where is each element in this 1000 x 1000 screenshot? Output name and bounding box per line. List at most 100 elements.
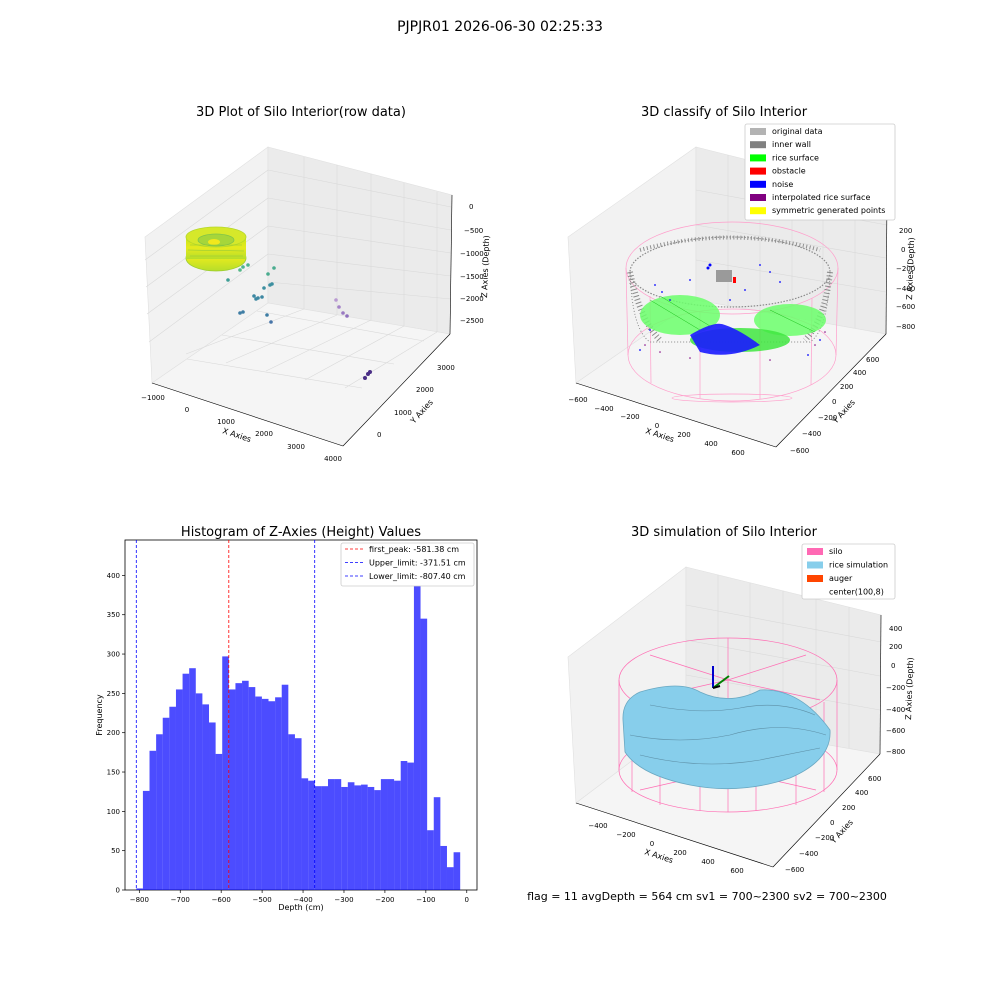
svg-text:0: 0 xyxy=(469,203,473,211)
histogram-bar xyxy=(189,668,196,890)
simulation-legend-label: rice simulation xyxy=(829,561,888,570)
svg-text:200: 200 xyxy=(840,383,853,391)
simulation-z-ticks: 400 200 0 −200 −400 −600 −800 xyxy=(886,625,905,756)
histogram-bar xyxy=(407,762,414,890)
svg-text:−400: −400 xyxy=(802,430,821,438)
classify-xlabel: X Axies xyxy=(644,426,675,444)
svg-text:1000: 1000 xyxy=(394,409,412,417)
svg-text:−800: −800 xyxy=(896,323,915,331)
svg-text:−600: −600 xyxy=(568,396,587,404)
svg-text:200: 200 xyxy=(899,227,912,235)
histogram-bar xyxy=(255,696,262,890)
histogram-x-tick-label: −200 xyxy=(375,896,394,904)
histogram-x-tick-label: −800 xyxy=(130,896,149,904)
classify-silo-wire xyxy=(625,221,839,403)
svg-text:4000: 4000 xyxy=(324,455,342,463)
histogram-y-tick-label: 250 xyxy=(107,690,120,698)
raw-ylabel: Y Axies xyxy=(408,398,435,426)
simulation-legend-label: auger xyxy=(829,574,853,583)
histogram-bar xyxy=(248,687,256,890)
simulation-zlabel: Z Axies (Depth) xyxy=(904,657,915,720)
histogram-bar xyxy=(202,704,210,890)
svg-text:−600: −600 xyxy=(790,447,809,455)
histogram-y-tick-label: 350 xyxy=(107,611,120,619)
raw-scatter-points xyxy=(226,263,372,380)
classify-legend-swatch xyxy=(750,180,766,188)
histogram-x-ticks: −800 −700 −600 −500 −400 −300 −200 −100 0 xyxy=(130,890,469,904)
svg-text:2000: 2000 xyxy=(255,430,273,438)
histogram-bar xyxy=(321,786,328,890)
histogram-bar xyxy=(420,618,428,890)
histogram-y-tick-label: 0 xyxy=(116,887,120,895)
simulation-x-ticks: −400 −200 0 200 400 600 xyxy=(588,822,743,875)
svg-text:600: 600 xyxy=(731,449,744,457)
svg-text:−400: −400 xyxy=(588,822,607,830)
raw-zlabel: Z Axies (Depth) xyxy=(480,235,491,298)
histogram-x-tick-label: −300 xyxy=(334,896,353,904)
histogram-bar xyxy=(142,790,150,890)
svg-text:−800: −800 xyxy=(886,748,905,756)
classify-z-ticks: 200 0 −200 −400 −600 −800 xyxy=(896,227,915,331)
svg-text:−200: −200 xyxy=(815,834,834,842)
histogram-bar xyxy=(387,779,395,890)
histogram-y-tick-label: 400 xyxy=(107,572,120,580)
histogram-bar xyxy=(156,734,163,890)
histogram-xlabel: Depth (cm) xyxy=(278,903,323,912)
histogram-y-tick-label: 200 xyxy=(107,729,120,737)
svg-text:−400: −400 xyxy=(799,850,818,858)
svg-text:−600: −600 xyxy=(896,303,915,311)
raw-gridlines xyxy=(144,157,452,389)
classify-legend-label: obstacle xyxy=(772,167,806,176)
histogram-y-tick-label: 150 xyxy=(107,769,120,777)
histogram-bar xyxy=(288,734,295,890)
histogram-bar xyxy=(446,867,454,890)
svg-text:−1500: −1500 xyxy=(460,273,484,281)
simulation-y-ticks: −600 −400 −200 0 200 400 600 xyxy=(785,775,881,874)
svg-text:−400: −400 xyxy=(594,405,613,413)
histogram-bar xyxy=(149,750,157,890)
histogram-bar xyxy=(361,784,368,890)
histogram-bar xyxy=(162,717,170,890)
histogram-bar xyxy=(215,753,223,890)
histogram-bar xyxy=(413,563,421,890)
svg-text:0: 0 xyxy=(655,422,659,430)
histogram-vlines xyxy=(135,540,316,890)
svg-text:−200: −200 xyxy=(620,413,639,421)
classify-legend-swatch xyxy=(750,194,766,201)
histogram-bar xyxy=(400,761,408,890)
histogram-x-tick-label: 0 xyxy=(465,896,469,904)
simulation-legend: silo rice simulation auger center(100,8) xyxy=(801,543,896,600)
histogram-y-tick-label: 300 xyxy=(107,651,120,659)
classify-legend-label: rice surface xyxy=(772,153,819,162)
histogram-bar xyxy=(374,790,381,890)
simulation-rice-surface xyxy=(622,685,831,790)
histogram-bar xyxy=(169,706,176,890)
histogram-bar xyxy=(380,779,388,890)
histogram-legend: first_peak: -581.38 cm Upper_limit: -371.… xyxy=(340,542,475,587)
histogram-bar xyxy=(453,852,461,890)
svg-text:0: 0 xyxy=(830,819,834,827)
histogram-bar xyxy=(228,689,236,890)
histogram-x-tick-label: −600 xyxy=(212,896,231,904)
histogram-bars xyxy=(136,563,461,890)
panel-classify: 3D classify of Silo Interior xyxy=(567,105,916,457)
histogram-bar xyxy=(308,780,315,890)
panel-raw: 3D Plot of Silo Interior(row data) xyxy=(141,105,491,463)
histogram-bar xyxy=(294,738,302,890)
classify-legend-swatch xyxy=(750,154,766,162)
histogram-title: Histogram of Z-Axies (Height) Values xyxy=(181,525,421,540)
svg-text:−200: −200 xyxy=(886,684,905,692)
simulation-legend-label: center(100,8) xyxy=(829,588,884,597)
svg-text:400: 400 xyxy=(704,440,717,448)
histogram-bar xyxy=(427,830,434,890)
histogram-bar xyxy=(275,697,282,890)
histogram-bar xyxy=(175,689,183,890)
svg-text:−2000: −2000 xyxy=(460,295,484,303)
svg-text:0: 0 xyxy=(832,398,836,406)
raw-x-ticks: −1000 0 1000 2000 3000 4000 xyxy=(141,394,342,463)
histogram-bar xyxy=(394,780,401,890)
histogram-bar xyxy=(222,656,229,890)
svg-text:2000: 2000 xyxy=(416,386,434,394)
svg-text:−1000: −1000 xyxy=(460,250,484,258)
